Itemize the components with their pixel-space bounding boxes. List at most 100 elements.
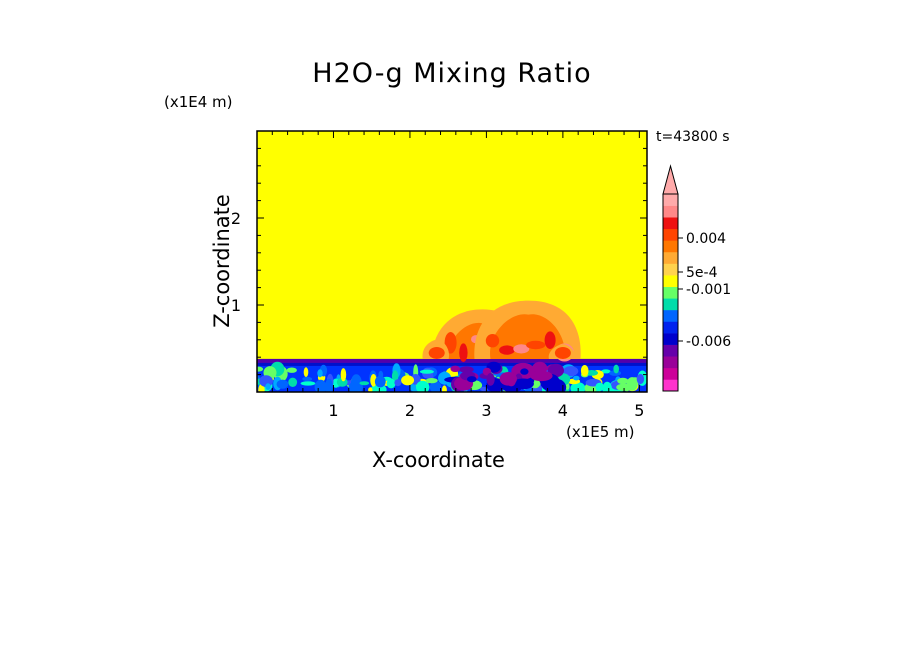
lower-layer-speckle (401, 375, 415, 386)
colorbar-swatch (663, 286, 678, 299)
lower-layer-speckle (595, 382, 605, 392)
colorbar-label: 5e-4 (686, 265, 718, 281)
lower-layer-speckle (386, 378, 396, 389)
lower-layer-mixing (486, 372, 495, 386)
x-axis: 1 2 3 4 5 (271, 131, 644, 420)
plume-filament (513, 344, 530, 354)
lower-layer-speckle (563, 366, 579, 377)
y-tick-label: 1 (231, 296, 241, 315)
colorbar-swatch (663, 356, 678, 369)
lower-layer-speckle (626, 377, 638, 391)
lower-layer-speckle (257, 366, 264, 372)
plume-filament (499, 345, 515, 355)
plume-filament (485, 334, 500, 348)
y-axis: 12 (231, 130, 647, 376)
lower-layer-speckle (580, 365, 589, 377)
x-tick-label: 4 (558, 401, 568, 420)
z-axis-title: Z-coordinate (210, 194, 234, 328)
lower-layer-speckle (368, 387, 373, 392)
colorbar-swatch (663, 309, 678, 322)
colorbar-swatch (663, 217, 678, 230)
lower-layer-speckle (300, 381, 316, 386)
lower-layer-speckle (317, 369, 323, 378)
lower-layer-mixing (450, 365, 461, 372)
layer-interface-band (257, 362, 647, 366)
lower-layer-speckle (359, 381, 370, 386)
lower-layer-speckle (600, 369, 611, 374)
plume-filament (526, 340, 546, 350)
colorbar: 0.004 5e-4-0.001 -0.006 (662, 164, 731, 392)
x-tick-label: 3 (481, 401, 491, 420)
lower-layer-speckle (370, 374, 377, 387)
colorbar-swatch (663, 240, 678, 253)
x-axis-scale-label: (x1E5 m) (566, 423, 635, 441)
lower-layer-mixing (520, 368, 529, 375)
colorbar-swatch (663, 275, 678, 288)
lower-layer-speckle (636, 373, 645, 385)
plot-frame (256, 130, 648, 393)
colorbar-swatch (663, 228, 678, 241)
lower-layer-speckle (351, 374, 362, 390)
x-tick-label: 2 (405, 401, 415, 420)
x-axis-title: X-coordinate (372, 448, 505, 472)
colorbar-swatch (663, 321, 678, 334)
lower-layer-speckle (324, 378, 333, 392)
plume-filament (544, 331, 556, 350)
colorbar-swatch (663, 263, 678, 276)
lower-layer-speckle (419, 369, 434, 374)
lower-layer-mixing (499, 372, 517, 386)
plume-filament (459, 343, 468, 363)
x-tick-label: 1 (328, 401, 338, 420)
lower-layer-speckle (378, 370, 384, 380)
colorbar-swatch (663, 251, 678, 264)
lower-layer-speckle (288, 377, 298, 387)
colorbar-frame (662, 193, 679, 392)
lower-layer-speckle (416, 380, 430, 392)
plot-area (257, 131, 647, 392)
z-axis-scale-label: (x1E4 m) (164, 93, 233, 111)
lower-layer-speckle (374, 375, 386, 388)
lower-layer-speckle (617, 377, 629, 385)
colorbar-label: -0.001 (686, 282, 731, 298)
colorbar-label: 0.004 (686, 231, 726, 247)
layer-interface (257, 358, 647, 363)
colorbar-swatch (663, 194, 678, 206)
lower-layer-speckle (303, 367, 309, 378)
colorbar-swatch (663, 344, 678, 357)
chart-title: H2O-g Mixing Ratio (312, 58, 592, 89)
lower-layer-speckle (429, 381, 442, 392)
lower-layer-speckle (286, 367, 297, 373)
lower-layer-speckle (573, 375, 580, 381)
lower-layer-speckle (302, 376, 313, 382)
lower-layer-speckle (570, 382, 586, 392)
lower-layer-mixing (467, 376, 477, 383)
lower-layer-speckle (314, 379, 327, 392)
lower-layer-speckle (480, 386, 488, 392)
side-plume-core (554, 346, 571, 359)
lower-layer-speckle (265, 383, 271, 390)
lower-layer-mixing (530, 370, 553, 382)
lower-layer-speckle (276, 379, 289, 389)
lower-layer-speckle (425, 378, 438, 384)
x-tick-label: 5 (634, 401, 644, 420)
lower-layer-mixing (459, 366, 474, 373)
colorbar-swatch (663, 205, 678, 218)
colorbar-swatch (663, 379, 678, 392)
colorbar-swatch (663, 333, 678, 345)
colorbar-swatch (663, 298, 678, 311)
side-plume-core (428, 346, 445, 359)
lower-layer-speckle (340, 368, 347, 382)
lower-layer-speckle (441, 385, 447, 392)
plume-filament (444, 332, 457, 354)
lower-layer-speckle (613, 364, 619, 374)
lower-layer-mixing (545, 378, 567, 392)
colorbar-swatch (663, 367, 678, 380)
y-tick-label: 2 (231, 209, 241, 228)
lower-layer-mixing (547, 363, 565, 378)
lower-layer-speckle (394, 379, 402, 387)
colorbar-label: -0.006 (686, 334, 731, 350)
lower-layer-speckle (391, 370, 399, 383)
lower-layer-speckle (585, 370, 598, 376)
